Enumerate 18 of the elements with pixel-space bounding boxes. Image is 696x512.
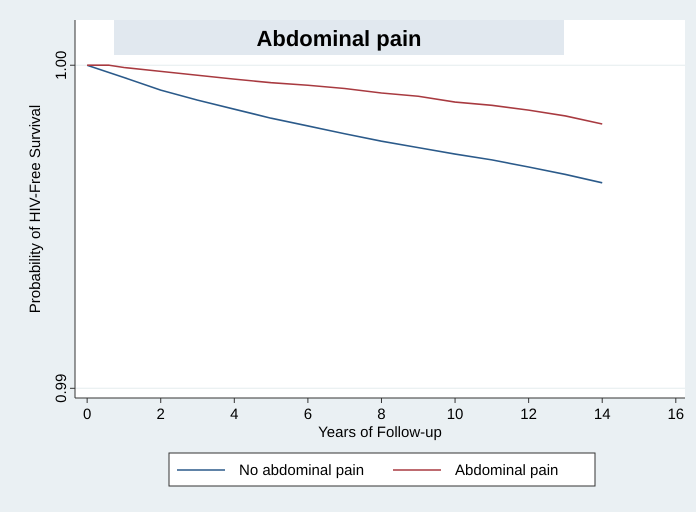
line-series — [86, 64, 604, 184]
x-axis-title: Years of Follow-up — [318, 424, 442, 441]
y-tick-label: 1.00 — [53, 50, 70, 80]
legend-label: No abdominal pain — [239, 462, 364, 479]
x-tick-label: 0 — [82, 406, 92, 423]
y-tick-label: 0.99 — [53, 374, 70, 403]
x-tick-label: 8 — [377, 406, 386, 423]
x-tick-label: 4 — [230, 406, 238, 423]
x-tick-label: 16 — [667, 406, 684, 423]
x-tick-label: 14 — [594, 406, 611, 423]
chart-title: Abdominal pain — [256, 26, 422, 51]
legend-label: Abdominal pain — [455, 462, 558, 479]
x-tick-label: 12 — [520, 406, 537, 423]
y-axis-title: Probability of HIV-Free Survival — [27, 104, 44, 314]
x-tick-label: 2 — [156, 406, 165, 423]
line-series — [86, 64, 604, 125]
x-tick-label: 6 — [304, 406, 312, 423]
x-tick-label: 10 — [446, 406, 464, 423]
